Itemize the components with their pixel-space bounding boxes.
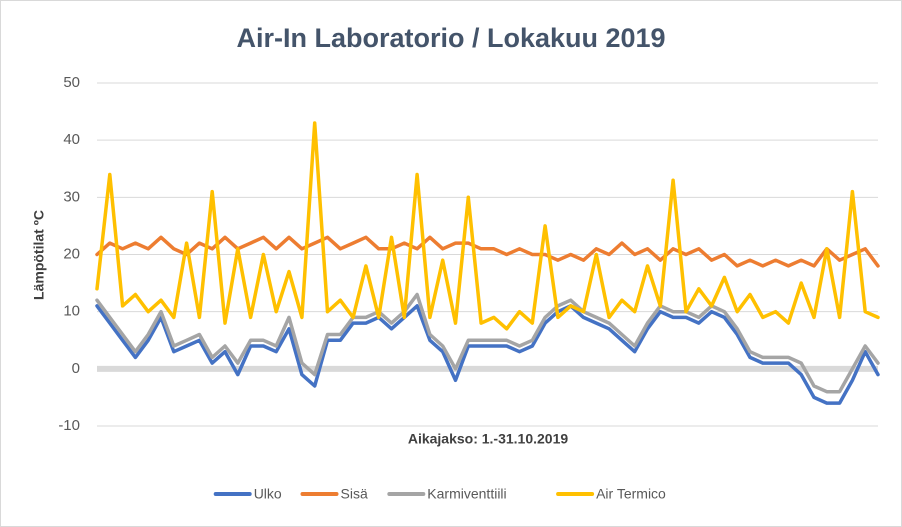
- y-axis-label: Lämpötilat ºC: [31, 210, 47, 300]
- y-tick-label: 20: [63, 245, 80, 262]
- x-axis-label: Aikajakso: 1.-31.10.2019: [408, 431, 569, 447]
- legend-label: Air Termico: [596, 486, 666, 502]
- data-line: [95, 292, 880, 394]
- y-tick-label: -10: [58, 417, 80, 434]
- y-tick-label: 10: [63, 303, 80, 320]
- y-tick-label: 40: [63, 131, 80, 148]
- legend-item: Air Termico: [556, 486, 666, 502]
- legend-item: Sisä: [300, 486, 368, 502]
- legend-item: Ulko: [213, 486, 282, 502]
- legend-label: Karmiventtiili: [427, 486, 506, 502]
- y-tick-label: 30: [63, 188, 80, 205]
- legend-label: Sisä: [341, 486, 368, 502]
- data-line: [95, 121, 880, 331]
- y-tick-label: 50: [63, 74, 80, 91]
- legend-label: Ulko: [254, 486, 282, 502]
- chart-title: Air-In Laboratorio / Lokakuu 2019: [236, 23, 665, 53]
- data-line: [95, 304, 880, 405]
- data-line: [95, 235, 880, 268]
- y-tick-label: 0: [72, 360, 80, 377]
- legend-item: Karmiventtiili: [387, 486, 507, 502]
